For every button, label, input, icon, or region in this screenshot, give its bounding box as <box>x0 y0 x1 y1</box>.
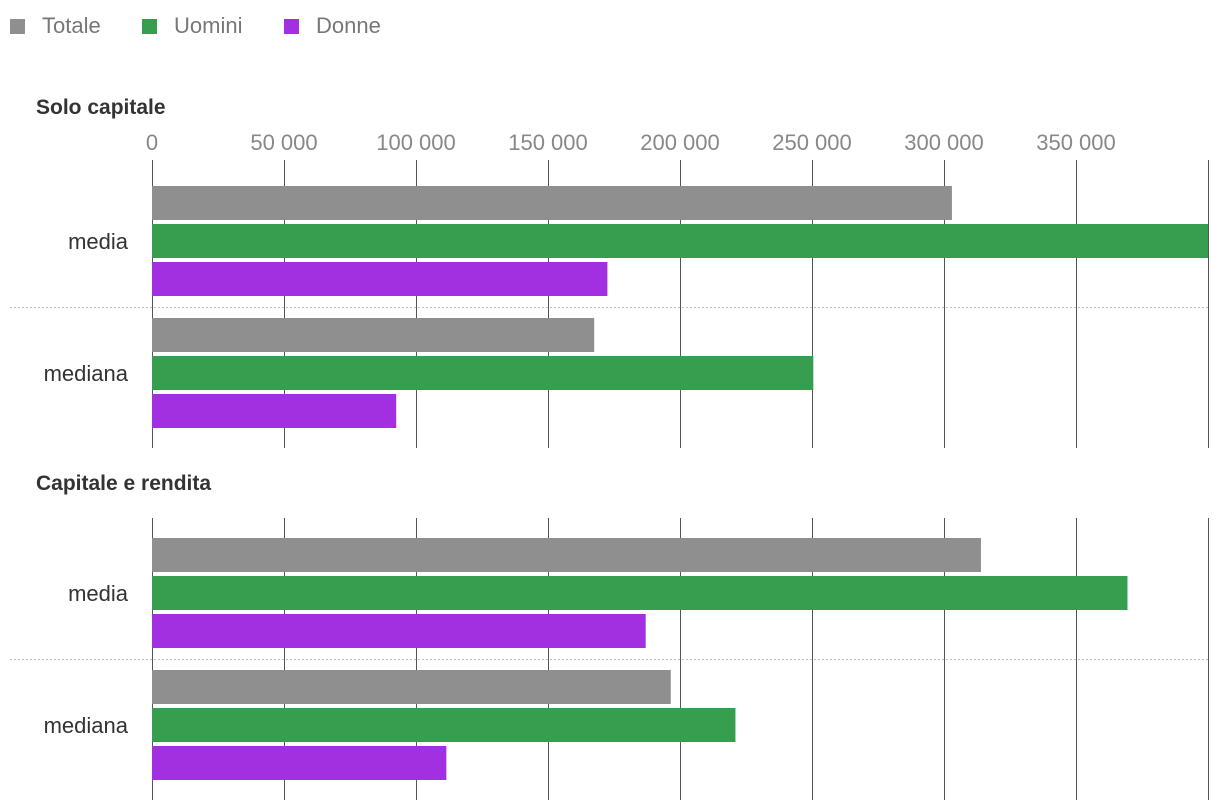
bar-totale-mediana <box>152 670 671 704</box>
panel-title: Solo capitale <box>36 96 166 119</box>
x-tick-label: 0 <box>146 130 158 155</box>
bar-totale-mediana <box>152 318 595 352</box>
category-label: mediana <box>44 361 129 386</box>
legend-swatch-totale <box>10 19 25 34</box>
bar-totale-media <box>152 186 952 220</box>
bar-donne-mediana <box>152 394 397 428</box>
bar-totale-media <box>152 538 981 572</box>
panel-title: Capitale e rendita <box>36 472 211 495</box>
x-tick-label: 200 000 <box>640 130 720 155</box>
legend-swatch-donne <box>284 19 299 34</box>
x-tick-label: 350 000 <box>1036 130 1116 155</box>
category-label: media <box>68 229 129 254</box>
legend-label-totale: Totale <box>42 13 101 38</box>
bar-uomini-mediana <box>152 356 814 390</box>
bar-uomini-mediana <box>152 708 736 742</box>
category-label: media <box>68 581 129 606</box>
x-tick-label: 50 000 <box>250 130 317 155</box>
x-tick-label: 150 000 <box>508 130 588 155</box>
bar-donne-mediana <box>152 746 447 780</box>
bar-donne-media <box>152 262 608 296</box>
legend-label-uomini: Uomini <box>174 13 242 38</box>
x-tick-label: 300 000 <box>904 130 984 155</box>
bar-uomini-media <box>152 576 1128 610</box>
legend-label-donne: Donne <box>316 13 381 38</box>
bar-donne-media <box>152 614 646 648</box>
bar-uomini-media <box>152 224 1208 258</box>
x-tick-label: 100 000 <box>376 130 456 155</box>
category-label: mediana <box>44 713 129 738</box>
legend-swatch-uomini <box>142 19 157 34</box>
x-tick-label: 250 000 <box>772 130 852 155</box>
